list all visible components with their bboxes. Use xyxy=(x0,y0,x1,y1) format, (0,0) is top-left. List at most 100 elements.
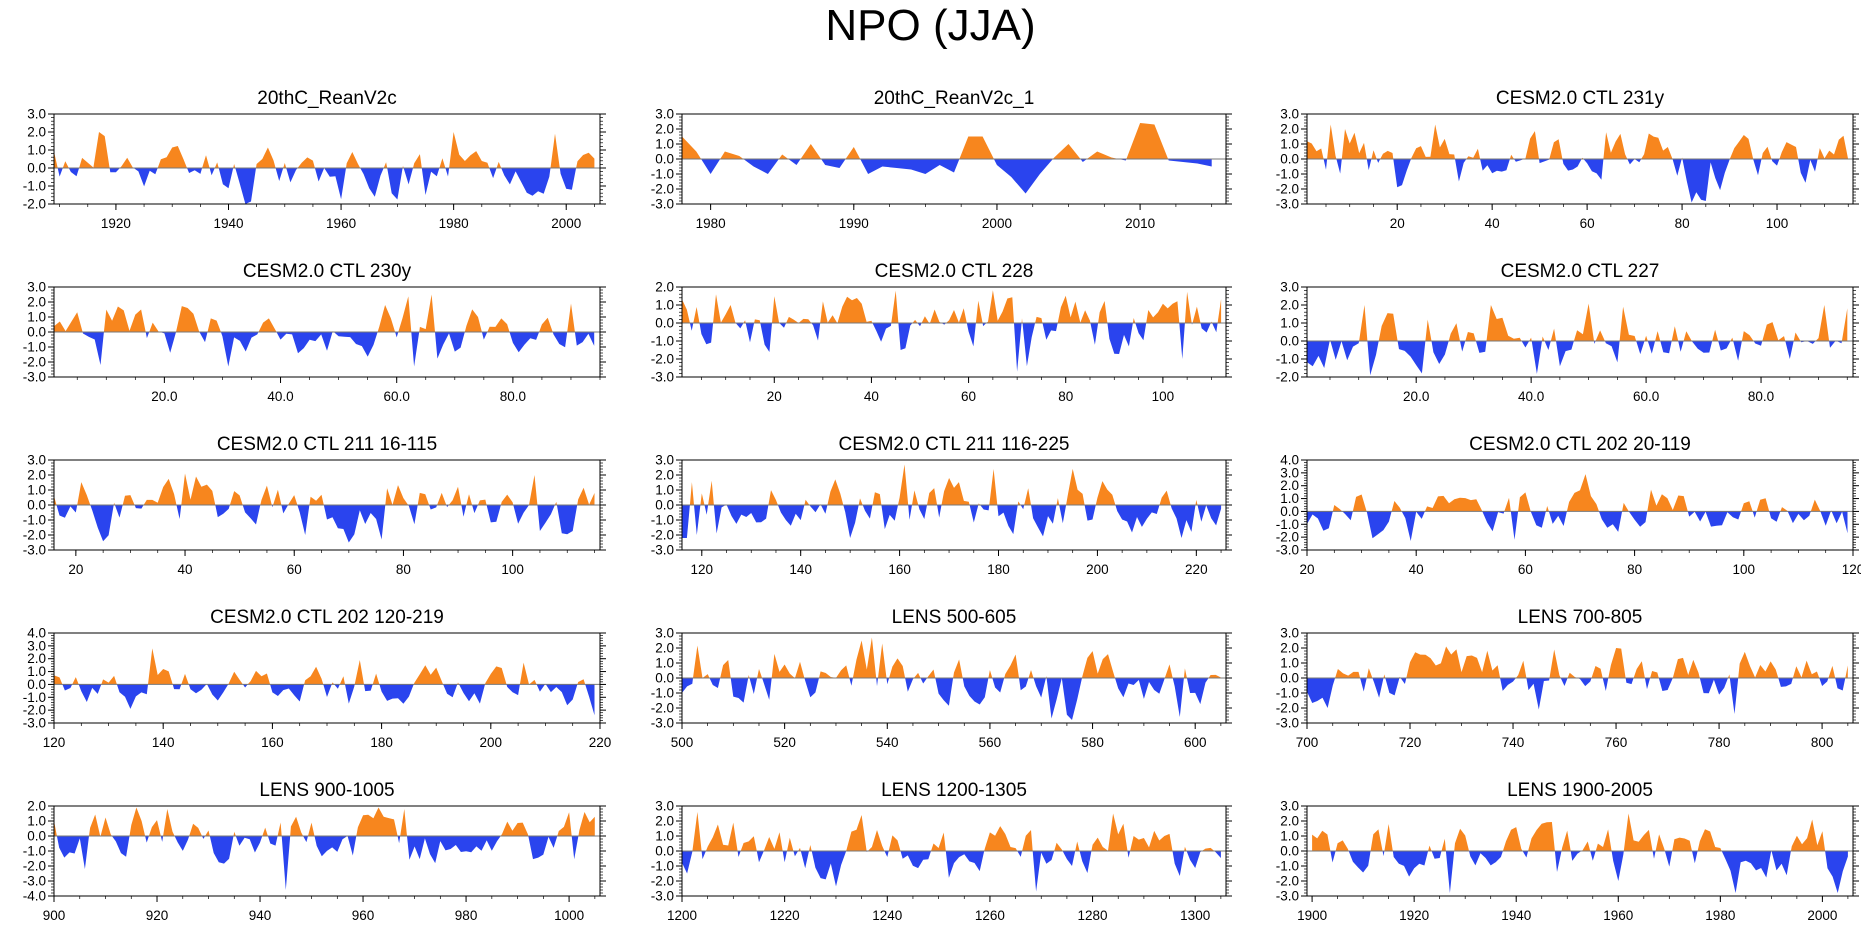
y-tick-label: -2.0 xyxy=(23,355,46,370)
y-tick-label: -3.0 xyxy=(1276,716,1299,731)
y-tick-label: 2.0 xyxy=(27,799,46,814)
x-tick-label: 60 xyxy=(1580,216,1595,231)
y-tick-label: -3.0 xyxy=(23,874,46,889)
x-tick-label: 740 xyxy=(1502,735,1525,750)
panel-12: LENS 700-805 3.02.01.00.0-1.0-2.0-3.0 700 7… xyxy=(1276,607,1859,750)
panel-title: CESM2.0 CTL 231y xyxy=(1496,88,1665,109)
x-tick-label: 580 xyxy=(1081,735,1104,750)
x-tick-label: 100 xyxy=(1152,389,1175,404)
x-tick-label: 40 xyxy=(1409,562,1424,577)
x-tick-label: 60.0 xyxy=(1633,389,1659,404)
negative-anomaly-area xyxy=(54,168,595,204)
x-tick-label: 40.0 xyxy=(1518,389,1544,404)
x-tick-label: 160 xyxy=(261,735,284,750)
x-tick-label: 40 xyxy=(178,562,193,577)
x-tick-label: 80 xyxy=(1675,216,1690,231)
plot-frame xyxy=(53,632,601,724)
y-tick-label: -2.0 xyxy=(1276,182,1299,197)
positive-anomaly-area xyxy=(682,812,1221,851)
y-tick-label: 1.0 xyxy=(1280,137,1299,152)
x-tick-label: 100 xyxy=(1766,216,1789,231)
panel-title: CESM2.0 CTL 211 116-225 xyxy=(839,434,1070,455)
x-tick-label: 160 xyxy=(888,562,911,577)
y-tick-label: -1.0 xyxy=(23,340,46,355)
panel-3: CESM2.0 CTL 231y 3.02.01.00.0-1.0-2.0-3.0… xyxy=(1276,88,1859,231)
x-tick-label: 1280 xyxy=(1078,908,1108,923)
y-tick-label: 1.0 xyxy=(655,137,674,152)
x-tick-label: 40.0 xyxy=(267,389,293,404)
y-tick-label: -1.0 xyxy=(23,844,46,859)
y-tick-label: 1.0 xyxy=(1280,491,1299,506)
x-tick-label: 60 xyxy=(961,389,976,404)
panel-10: CESM2.0 CTL 202 120-219 4.03.02.01.00.0-1… xyxy=(23,607,612,750)
y-tick-label: 1.0 xyxy=(27,310,46,325)
x-tick-label: 140 xyxy=(789,562,812,577)
y-tick-label: -2.0 xyxy=(1276,370,1299,385)
positive-anomaly-area xyxy=(54,807,595,836)
y-tick-label: 3.0 xyxy=(655,626,674,641)
x-tick-label: 80 xyxy=(1058,389,1073,404)
y-tick-label: -1.0 xyxy=(651,513,674,528)
panel-5: CESM2.0 CTL 228 2.0 1.0 0.0 -1.0 -2.0 -3.0 20 40… xyxy=(651,261,1232,404)
x-tick-label: 120 xyxy=(43,735,66,750)
y-tick-label: 0.0 xyxy=(27,498,46,513)
y-tick-label: 0.0 xyxy=(655,844,674,859)
panel-title: LENS 700-805 xyxy=(1518,607,1643,628)
y-tick-label: 1.0 xyxy=(1280,829,1299,844)
x-tick-label: 1300 xyxy=(1180,908,1210,923)
panel-title: LENS 1900-2005 xyxy=(1507,780,1653,801)
y-tick-label: 1.0 xyxy=(27,483,46,498)
y-tick-label: -2.0 xyxy=(23,859,46,874)
negative-anomaly-area xyxy=(54,684,595,716)
y-tick-label: 2.0 xyxy=(655,814,674,829)
x-tick-label: 20 xyxy=(1299,562,1314,577)
y-tick-label: -2.0 xyxy=(1276,530,1299,545)
y-tick-label: 2.0 xyxy=(1280,122,1299,137)
panel-6: CESM2.0 CTL 227 3.0 2.0 1.0 0.0 -1.0 -2.0 20.0 4… xyxy=(1276,261,1859,404)
x-tick-label: 180 xyxy=(370,735,393,750)
x-tick-label: 1940 xyxy=(1501,908,1531,923)
x-tick-label: 1980 xyxy=(439,216,469,231)
y-tick-label: 1.0 xyxy=(1280,656,1299,671)
y-tick-label: -2.0 xyxy=(1276,874,1299,889)
negative-anomaly-area xyxy=(682,851,1221,892)
y-tick-label: 0.0 xyxy=(27,829,46,844)
positive-anomaly-area xyxy=(682,123,1212,159)
positive-anomaly-area xyxy=(1307,474,1848,512)
y-tick-label: 3.0 xyxy=(1280,626,1299,641)
y-tick-label: -2.0 xyxy=(23,197,46,212)
x-tick-label: 2000 xyxy=(982,216,1012,231)
x-tick-label: 120 xyxy=(1842,562,1861,577)
x-tick-label: 560 xyxy=(979,735,1002,750)
y-tick-label: 3.0 xyxy=(1280,465,1299,480)
x-tick-label: 900 xyxy=(43,908,66,923)
y-tick-label: 2.0 xyxy=(1280,478,1299,493)
x-tick-label: 80.0 xyxy=(1748,389,1774,404)
x-tick-label: 1900 xyxy=(1297,908,1327,923)
y-tick-label: -1.0 xyxy=(1276,517,1299,532)
panel-title: CESM2.0 CTL 202 120-219 xyxy=(210,607,444,628)
negative-anomaly-area xyxy=(54,332,595,367)
y-tick-label: 0.0 xyxy=(1280,504,1299,519)
y-tick-label: 1.0 xyxy=(27,143,46,158)
y-tick-label: 3.0 xyxy=(27,638,46,653)
positive-anomaly-area xyxy=(1307,124,1849,159)
x-tick-label: 80.0 xyxy=(500,389,526,404)
y-tick-label: -1.0 xyxy=(1276,686,1299,701)
x-tick-label: 780 xyxy=(1708,735,1731,750)
y-tick-label: 3.0 xyxy=(655,453,674,468)
y-tick-label: 2.0 xyxy=(1280,641,1299,656)
negative-anomaly-area xyxy=(1307,678,1848,714)
negative-anomaly-area xyxy=(682,323,1222,372)
panel-title: CESM2.0 CTL 228 xyxy=(875,261,1034,282)
x-tick-label: 220 xyxy=(589,735,612,750)
y-tick-label: -3.0 xyxy=(23,370,46,385)
y-tick-label: 2.0 xyxy=(27,468,46,483)
x-tick-label: 540 xyxy=(876,735,899,750)
y-tick-label: -1.0 xyxy=(1276,352,1299,367)
x-tick-label: 800 xyxy=(1811,735,1834,750)
y-tick-label: 0.0 xyxy=(655,671,674,686)
x-tick-label: 1920 xyxy=(101,216,131,231)
y-tick-label: 3.0 xyxy=(1280,107,1299,122)
panel-title: CESM2.0 CTL 202 20-119 xyxy=(1469,434,1691,455)
